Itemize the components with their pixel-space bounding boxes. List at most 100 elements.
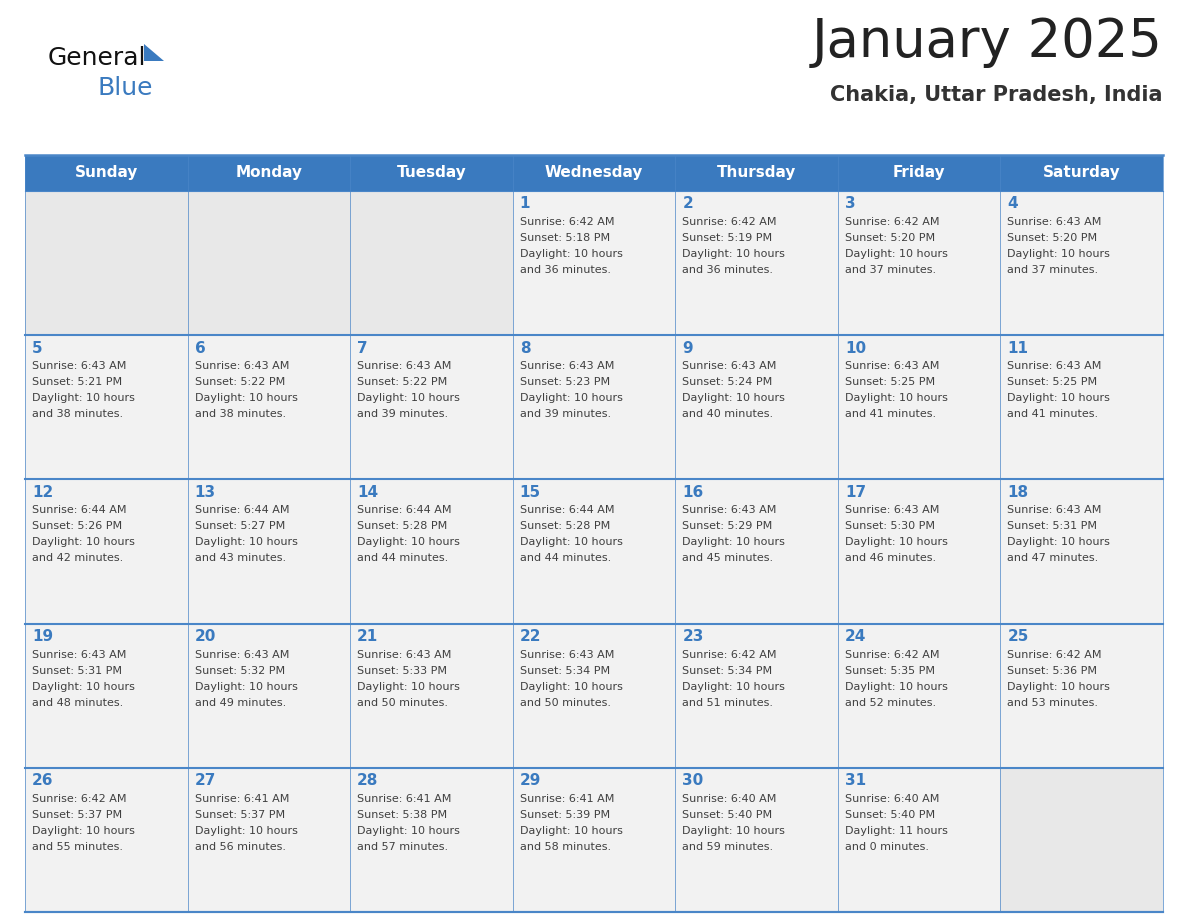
Text: Sunset: 5:37 PM: Sunset: 5:37 PM <box>195 810 285 820</box>
Text: and 56 minutes.: and 56 minutes. <box>195 842 285 852</box>
Text: 3: 3 <box>845 196 855 211</box>
Text: 18: 18 <box>1007 485 1029 500</box>
Text: Sunrise: 6:42 AM: Sunrise: 6:42 AM <box>682 217 777 227</box>
Bar <box>513 479 675 623</box>
Text: Sunrise: 6:43 AM: Sunrise: 6:43 AM <box>195 361 289 371</box>
Text: and 58 minutes.: and 58 minutes. <box>519 842 611 852</box>
Bar <box>25 623 188 767</box>
Text: Sunrise: 6:43 AM: Sunrise: 6:43 AM <box>1007 506 1101 515</box>
Text: 1: 1 <box>519 196 530 211</box>
Text: Sunrise: 6:42 AM: Sunrise: 6:42 AM <box>845 650 940 660</box>
Text: Daylight: 10 hours: Daylight: 10 hours <box>358 393 460 403</box>
Text: Daylight: 10 hours: Daylight: 10 hours <box>32 393 135 403</box>
Bar <box>25 767 188 912</box>
Text: Sunset: 5:28 PM: Sunset: 5:28 PM <box>519 521 609 532</box>
Text: Sunset: 5:20 PM: Sunset: 5:20 PM <box>1007 233 1098 243</box>
Text: Daylight: 10 hours: Daylight: 10 hours <box>845 681 948 691</box>
Bar <box>1000 191 1163 335</box>
Text: Sunset: 5:40 PM: Sunset: 5:40 PM <box>682 810 772 820</box>
Text: Thursday: Thursday <box>716 165 796 181</box>
Text: Daylight: 10 hours: Daylight: 10 hours <box>682 826 785 835</box>
Text: 16: 16 <box>682 485 703 500</box>
Text: and 37 minutes.: and 37 minutes. <box>1007 265 1099 275</box>
Text: Daylight: 10 hours: Daylight: 10 hours <box>682 393 785 403</box>
Text: Sunrise: 6:43 AM: Sunrise: 6:43 AM <box>32 361 126 371</box>
Bar <box>838 623 1000 767</box>
Text: 31: 31 <box>845 773 866 789</box>
Text: Daylight: 10 hours: Daylight: 10 hours <box>519 393 623 403</box>
Text: and 40 minutes.: and 40 minutes. <box>682 409 773 420</box>
Text: and 49 minutes.: and 49 minutes. <box>195 698 286 708</box>
Text: 28: 28 <box>358 773 379 789</box>
Text: Sunset: 5:35 PM: Sunset: 5:35 PM <box>845 666 935 676</box>
Text: Sunset: 5:29 PM: Sunset: 5:29 PM <box>682 521 772 532</box>
Text: 5: 5 <box>32 341 43 355</box>
Bar <box>1000 767 1163 912</box>
Text: Sunset: 5:30 PM: Sunset: 5:30 PM <box>845 521 935 532</box>
Text: Sunset: 5:19 PM: Sunset: 5:19 PM <box>682 233 772 243</box>
Text: and 55 minutes.: and 55 minutes. <box>32 842 124 852</box>
Text: 15: 15 <box>519 485 541 500</box>
Text: Daylight: 10 hours: Daylight: 10 hours <box>358 826 460 835</box>
Text: Tuesday: Tuesday <box>397 165 467 181</box>
Bar <box>188 767 350 912</box>
Text: Sunrise: 6:42 AM: Sunrise: 6:42 AM <box>682 650 777 660</box>
Text: Sunset: 5:25 PM: Sunset: 5:25 PM <box>1007 377 1098 387</box>
Text: Sunset: 5:31 PM: Sunset: 5:31 PM <box>1007 521 1098 532</box>
Text: Sunrise: 6:42 AM: Sunrise: 6:42 AM <box>519 217 614 227</box>
Bar <box>1000 479 1163 623</box>
Bar <box>188 479 350 623</box>
Text: and 41 minutes.: and 41 minutes. <box>845 409 936 420</box>
Text: 26: 26 <box>32 773 53 789</box>
Text: 7: 7 <box>358 341 368 355</box>
Text: Sunset: 5:32 PM: Sunset: 5:32 PM <box>195 666 285 676</box>
Text: Daylight: 10 hours: Daylight: 10 hours <box>519 681 623 691</box>
Text: and 50 minutes.: and 50 minutes. <box>358 698 448 708</box>
Text: and 36 minutes.: and 36 minutes. <box>682 265 773 275</box>
Text: 24: 24 <box>845 629 866 644</box>
Text: Sunset: 5:26 PM: Sunset: 5:26 PM <box>32 521 122 532</box>
Text: and 53 minutes.: and 53 minutes. <box>1007 698 1099 708</box>
Bar <box>513 623 675 767</box>
Text: Daylight: 10 hours: Daylight: 10 hours <box>1007 537 1111 547</box>
Bar <box>188 191 350 335</box>
Text: and 43 minutes.: and 43 minutes. <box>195 554 285 564</box>
Text: Daylight: 10 hours: Daylight: 10 hours <box>682 249 785 259</box>
Bar <box>25 191 188 335</box>
Text: and 52 minutes.: and 52 minutes. <box>845 698 936 708</box>
Text: and 44 minutes.: and 44 minutes. <box>519 554 611 564</box>
Text: 9: 9 <box>682 341 693 355</box>
Text: Sunset: 5:27 PM: Sunset: 5:27 PM <box>195 521 285 532</box>
Text: 20: 20 <box>195 629 216 644</box>
Text: Sunrise: 6:42 AM: Sunrise: 6:42 AM <box>1007 650 1102 660</box>
Text: Sunrise: 6:43 AM: Sunrise: 6:43 AM <box>682 506 777 515</box>
Text: and 59 minutes.: and 59 minutes. <box>682 842 773 852</box>
Text: 17: 17 <box>845 485 866 500</box>
Text: and 36 minutes.: and 36 minutes. <box>519 265 611 275</box>
Text: and 45 minutes.: and 45 minutes. <box>682 554 773 564</box>
Text: and 47 minutes.: and 47 minutes. <box>1007 554 1099 564</box>
Text: Sunrise: 6:43 AM: Sunrise: 6:43 AM <box>1007 361 1101 371</box>
Text: Sunrise: 6:41 AM: Sunrise: 6:41 AM <box>358 794 451 804</box>
Text: Daylight: 10 hours: Daylight: 10 hours <box>195 826 297 835</box>
Text: and 48 minutes.: and 48 minutes. <box>32 698 124 708</box>
Text: January 2025: January 2025 <box>813 16 1163 68</box>
Text: Daylight: 10 hours: Daylight: 10 hours <box>195 393 297 403</box>
Bar <box>838 335 1000 479</box>
Text: Sunrise: 6:40 AM: Sunrise: 6:40 AM <box>845 794 940 804</box>
Text: 12: 12 <box>32 485 53 500</box>
Text: Daylight: 10 hours: Daylight: 10 hours <box>32 681 135 691</box>
Text: Daylight: 10 hours: Daylight: 10 hours <box>32 826 135 835</box>
Text: 4: 4 <box>1007 196 1018 211</box>
Text: Sunrise: 6:44 AM: Sunrise: 6:44 AM <box>519 506 614 515</box>
Text: Sunrise: 6:43 AM: Sunrise: 6:43 AM <box>519 650 614 660</box>
Text: and 51 minutes.: and 51 minutes. <box>682 698 773 708</box>
Text: 8: 8 <box>519 341 530 355</box>
Text: and 38 minutes.: and 38 minutes. <box>195 409 285 420</box>
Text: Daylight: 10 hours: Daylight: 10 hours <box>845 249 948 259</box>
Bar <box>350 623 513 767</box>
Text: Daylight: 10 hours: Daylight: 10 hours <box>358 681 460 691</box>
Text: and 44 minutes.: and 44 minutes. <box>358 554 448 564</box>
Text: Sunset: 5:25 PM: Sunset: 5:25 PM <box>845 377 935 387</box>
Text: 13: 13 <box>195 485 216 500</box>
